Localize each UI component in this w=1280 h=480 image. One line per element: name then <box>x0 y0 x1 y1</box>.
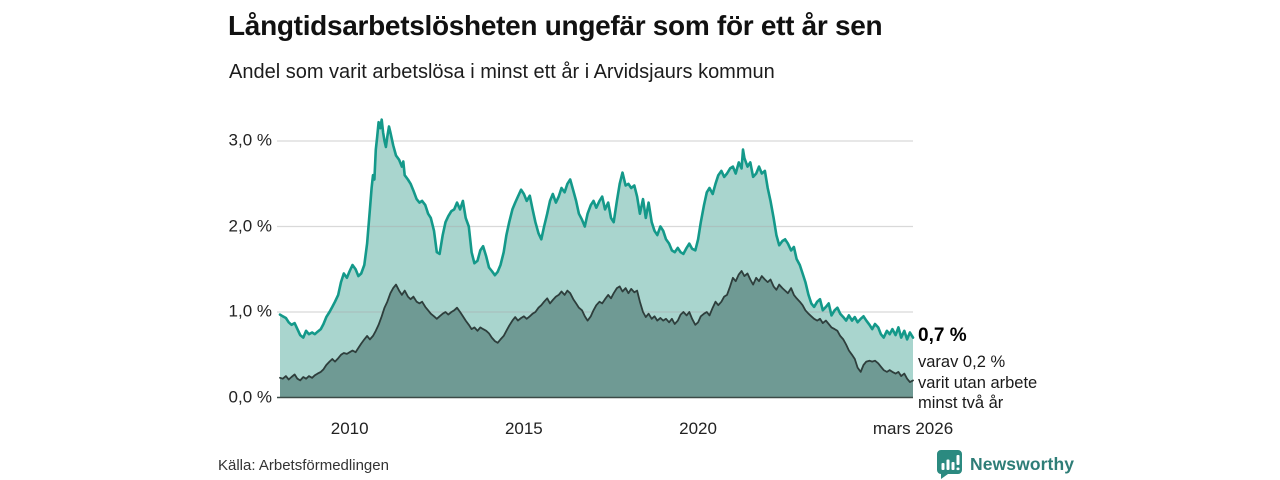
y-tick-label: 2,0 % <box>228 216 272 236</box>
area-fill-minst-tva-ar <box>280 271 913 398</box>
x-tick-label: 2020 <box>679 419 717 438</box>
line-minst-tva-ar <box>279 270 914 383</box>
page-title: Långtidsarbetslösheten ungefär som för e… <box>228 10 883 41</box>
end-value-annotation: varav 0,2 % varit utan arbete minst två … <box>918 352 1037 414</box>
newsworthy-logo-icon <box>937 450 962 479</box>
source-credit: Källa: Arbetsförmedlingen <box>218 457 389 474</box>
y-tick-label: 0,0 % <box>228 387 272 407</box>
end-value-label: 0,7 % <box>918 325 967 346</box>
annotation-line-1: varav 0,2 % <box>918 353 1006 371</box>
x-tick-label: 2010 <box>330 419 369 438</box>
line-minst-ett-ar <box>278 118 915 341</box>
brand-lockup: Newsworthy <box>936 449 1074 479</box>
brand-name: Newsworthy <box>970 453 1075 474</box>
y-tick-label: 3,0 % <box>228 130 272 150</box>
x-tick-label: 2015 <box>504 419 543 438</box>
annotation-line-2: varit utan arbete <box>918 373 1038 392</box>
y-tick-label: 1,0 % <box>228 301 272 321</box>
x-tick-label: mars 2026 <box>872 419 954 438</box>
annotation-line-3: minst två år <box>918 394 1004 412</box>
chart-subtitle: Andel som varit arbetslösa i minst ett å… <box>229 61 775 83</box>
